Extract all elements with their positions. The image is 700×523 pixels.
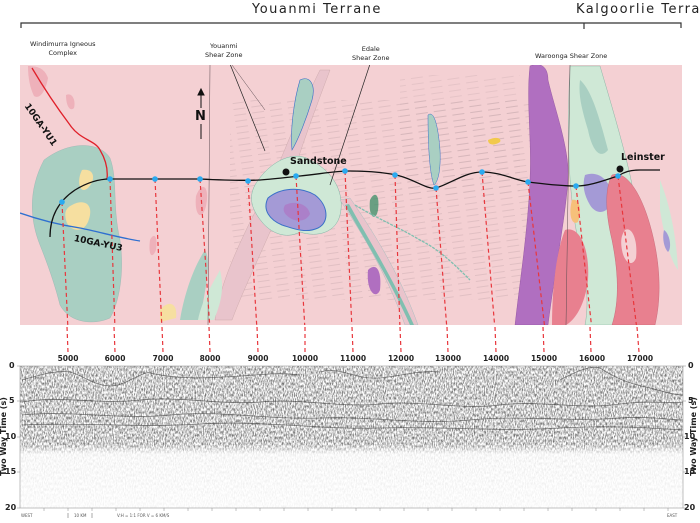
leinster-town-label: Leinster — [621, 152, 665, 163]
kalgoorlie-terrane-label: Kalgoorlie Terrane — [576, 2, 700, 17]
east-label: EAST — [667, 513, 678, 518]
distance-tick: 13000 — [434, 354, 462, 363]
sandstone-town-dot — [282, 168, 290, 176]
distance-tick: 14000 — [482, 354, 510, 363]
north-arrow-icon — [197, 87, 205, 139]
youanmi-line2: Shear Zone — [205, 51, 243, 59]
vertical-exaggeration-label: V:H = 1:1 FOR V = 6 KM/S — [117, 513, 170, 518]
edale-shear-zone-label: Edale Shear Zone — [352, 45, 390, 63]
tie-lines — [61, 170, 637, 325]
cmp-dots — [59, 168, 621, 205]
distance-tick: 7000 — [152, 354, 174, 363]
distance-tick: 16000 — [578, 354, 606, 363]
youanmi-terrane-label: Youanmi Terrane — [252, 2, 382, 17]
windimurra-greenstone — [32, 145, 122, 323]
twt-axis-title-right: Two Way Time (s) — [688, 397, 698, 476]
distance-tick: 6000 — [104, 354, 126, 363]
twt-tick-left: 20 — [5, 503, 17, 512]
twt-tick-right: 5 — [688, 396, 694, 405]
distance-tick: 11000 — [339, 354, 367, 363]
edale-line1: Edale — [361, 45, 380, 53]
youanmi-shear-zone-label: Youanmi Shear Zone — [205, 42, 243, 60]
twt-tick-left: 5 — [9, 396, 15, 405]
twt-axis-title-left: Two Way Time (s) — [0, 397, 8, 476]
sandstone-town-label: Sandstone — [290, 156, 347, 167]
survey-line-10ga-yu1 — [31, 67, 108, 180]
leinster-town-dot — [616, 165, 624, 173]
west-label: WEST — [21, 513, 33, 518]
twt-tick-left: 0 — [9, 361, 15, 370]
windimurra-line2: Complex — [48, 49, 78, 57]
twt-tick-right: 0 — [688, 361, 694, 370]
distance-tick: 8000 — [199, 354, 221, 363]
distance-tick: 15000 — [530, 354, 558, 363]
twt-tick-left: 15 — [5, 467, 17, 476]
twt-tick-right: 15 — [684, 467, 696, 476]
twt-tick-right: 20 — [684, 503, 696, 512]
edale-line2: Shear Zone — [352, 54, 390, 62]
north-arrow-label: N — [195, 109, 206, 124]
survey-line-10ga-yu3 — [20, 212, 141, 242]
twt-tick-right: 10 — [684, 432, 696, 441]
distance-tick: 17000 — [626, 354, 654, 363]
windimurra-complex-label: Windimurra Igneous Complex — [30, 40, 96, 58]
windimurra-line1: Windimurra Igneous — [30, 40, 96, 48]
distance-tick: 9000 — [247, 354, 269, 363]
waroonga-shear-zone-label: Waroonga Shear Zone — [535, 52, 608, 60]
twt-tick-left: 10 — [5, 432, 17, 441]
scale-bar-label: 10 KM — [74, 513, 87, 518]
distance-tick: 5000 — [57, 354, 79, 363]
distance-tick: 10000 — [291, 354, 319, 363]
youanmi-line1: Youanmi — [210, 42, 238, 50]
distance-tick: 12000 — [387, 354, 415, 363]
